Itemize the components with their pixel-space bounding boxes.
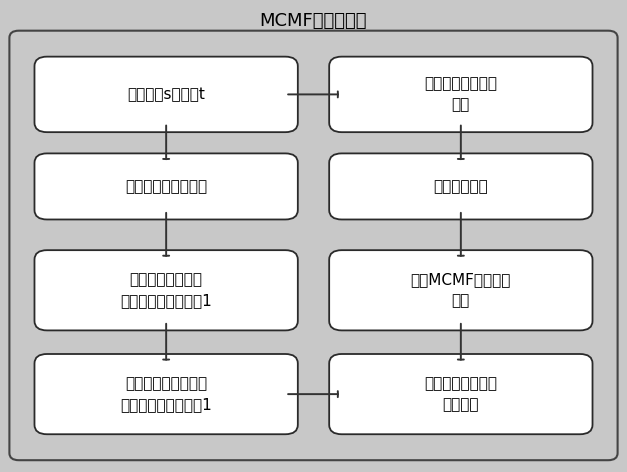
Text: 将每个块连接到源
点，并将容量设置为1: 将每个块连接到源 点，并将容量设置为1 <box>120 272 212 308</box>
FancyBboxPatch shape <box>329 354 593 434</box>
Text: 指定边的成本: 指定边的成本 <box>433 179 488 194</box>
Text: 添加源点s和汇点t: 添加源点s和汇点t <box>127 87 205 102</box>
Text: 为顶点设置块和场地: 为顶点设置块和场地 <box>125 179 207 194</box>
FancyBboxPatch shape <box>34 57 298 132</box>
Text: MCMF区块合法化: MCMF区块合法化 <box>260 12 367 30</box>
Text: 在块和站点之间构
建边: 在块和站点之间构 建边 <box>424 76 497 112</box>
FancyBboxPatch shape <box>34 153 298 219</box>
FancyBboxPatch shape <box>329 153 593 219</box>
Text: 求解MCMF得到流量
矩阵: 求解MCMF得到流量 矩阵 <box>411 272 511 308</box>
Text: 根据现有流在站点
放置区域: 根据现有流在站点 放置区域 <box>424 376 497 412</box>
FancyBboxPatch shape <box>329 250 593 330</box>
FancyBboxPatch shape <box>34 250 298 330</box>
FancyBboxPatch shape <box>34 354 298 434</box>
FancyBboxPatch shape <box>329 57 593 132</box>
Text: 将每个站点连接到汇
点，并将容量设置为1: 将每个站点连接到汇 点，并将容量设置为1 <box>120 376 212 412</box>
FancyBboxPatch shape <box>9 31 618 460</box>
